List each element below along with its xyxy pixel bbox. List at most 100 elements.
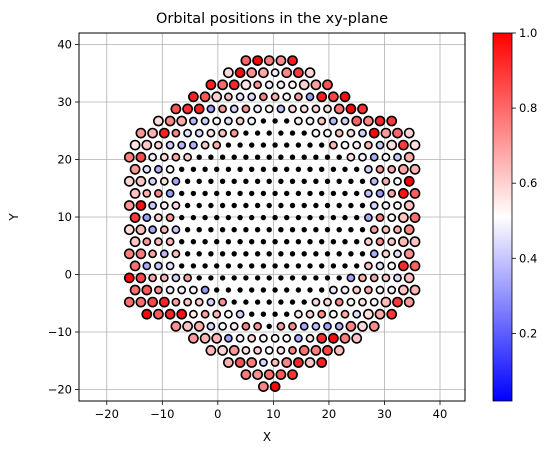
data-point: [211, 332, 223, 344]
data-point: [266, 275, 272, 281]
data-point: [374, 308, 386, 320]
data-point: [293, 92, 303, 102]
data-point: [225, 287, 232, 293]
x-tick-label: 40: [433, 407, 448, 421]
data-point: [153, 237, 163, 247]
data-point: [305, 92, 315, 102]
data-point: [287, 55, 298, 66]
data-point: [194, 128, 204, 138]
data-point: [165, 164, 175, 174]
data-point: [311, 321, 321, 331]
data-point: [368, 127, 380, 139]
data-point: [288, 104, 297, 114]
data-point: [301, 299, 307, 305]
data-point: [301, 275, 307, 281]
data-point: [253, 321, 262, 331]
data-point: [319, 142, 325, 148]
data-point: [179, 239, 185, 245]
data-point: [258, 358, 268, 367]
colorbar-tick-label: 0.8: [519, 101, 537, 115]
data-point: [346, 297, 356, 307]
data-point: [330, 239, 337, 245]
data-point: [159, 201, 169, 210]
data-point: [313, 227, 319, 233]
data-point: [179, 263, 185, 269]
data-point: [393, 152, 402, 162]
data-point: [141, 308, 153, 320]
data-point: [219, 251, 226, 257]
data-point: [222, 357, 234, 368]
colorbar-ticks: 0.2 0.4 0.6 0.8 1.0: [512, 26, 537, 340]
data-point: [225, 190, 232, 197]
data-point: [165, 261, 175, 271]
data-point: [263, 55, 275, 66]
data-point: [190, 263, 197, 269]
data-point: [249, 190, 255, 197]
data-point: [369, 273, 379, 283]
data-point: [272, 311, 278, 317]
data-point: [188, 285, 198, 295]
data-point: [363, 237, 373, 247]
data-point: [205, 344, 217, 356]
data-point: [235, 92, 245, 102]
data-point: [135, 151, 147, 163]
data-point: [334, 128, 344, 138]
data-point: [243, 178, 249, 185]
data-point: [324, 202, 331, 209]
data-point: [348, 202, 354, 209]
data-point: [409, 212, 421, 223]
data-point: [288, 80, 297, 90]
data-point: [249, 263, 255, 269]
data-point: [135, 248, 147, 260]
chart-title: Orbital positions in the xy-plane: [156, 11, 388, 27]
data-point: [289, 202, 296, 209]
data-point: [193, 103, 205, 115]
data-point: [284, 166, 290, 173]
data-point: [340, 116, 350, 126]
data-point: [240, 369, 252, 380]
y-tick-label: −10: [48, 325, 72, 339]
data-point: [380, 127, 392, 139]
data-point: [369, 225, 379, 235]
data-point: [237, 239, 243, 245]
data-point: [359, 227, 366, 233]
data-point: [403, 296, 415, 308]
x-tick-label: 20: [322, 407, 337, 421]
data-point: [211, 91, 223, 103]
data-point: [409, 236, 421, 248]
data-point: [135, 200, 147, 211]
data-point: [354, 166, 360, 173]
data-point: [397, 236, 409, 248]
data-point: [313, 178, 319, 185]
data-point: [188, 140, 198, 150]
data-point: [253, 345, 262, 355]
data-point: [183, 273, 192, 283]
data-point: [352, 285, 362, 295]
data-point: [281, 67, 293, 79]
data-point: [403, 127, 415, 139]
data-point: [171, 201, 181, 210]
data-point: [368, 320, 380, 332]
data-point: [190, 239, 197, 245]
data-point: [381, 152, 391, 162]
data-point: [148, 201, 157, 210]
data-point: [363, 261, 373, 271]
data-point: [179, 214, 185, 221]
data-point: [298, 79, 310, 91]
data-point: [348, 178, 354, 185]
data-point: [289, 275, 296, 281]
data-point: [206, 104, 216, 114]
data-point: [266, 178, 272, 185]
data-point: [295, 214, 302, 221]
data-point: [260, 214, 267, 221]
data-point: [225, 214, 232, 221]
data-point: [142, 164, 152, 174]
x-tick-label: 10: [266, 407, 281, 421]
data-point: [223, 116, 233, 126]
data-point: [135, 272, 147, 284]
y-tick-label: 30: [57, 95, 72, 109]
data-point: [196, 227, 202, 233]
data-point: [409, 284, 421, 296]
data-point: [284, 239, 290, 245]
data-point: [282, 92, 292, 102]
